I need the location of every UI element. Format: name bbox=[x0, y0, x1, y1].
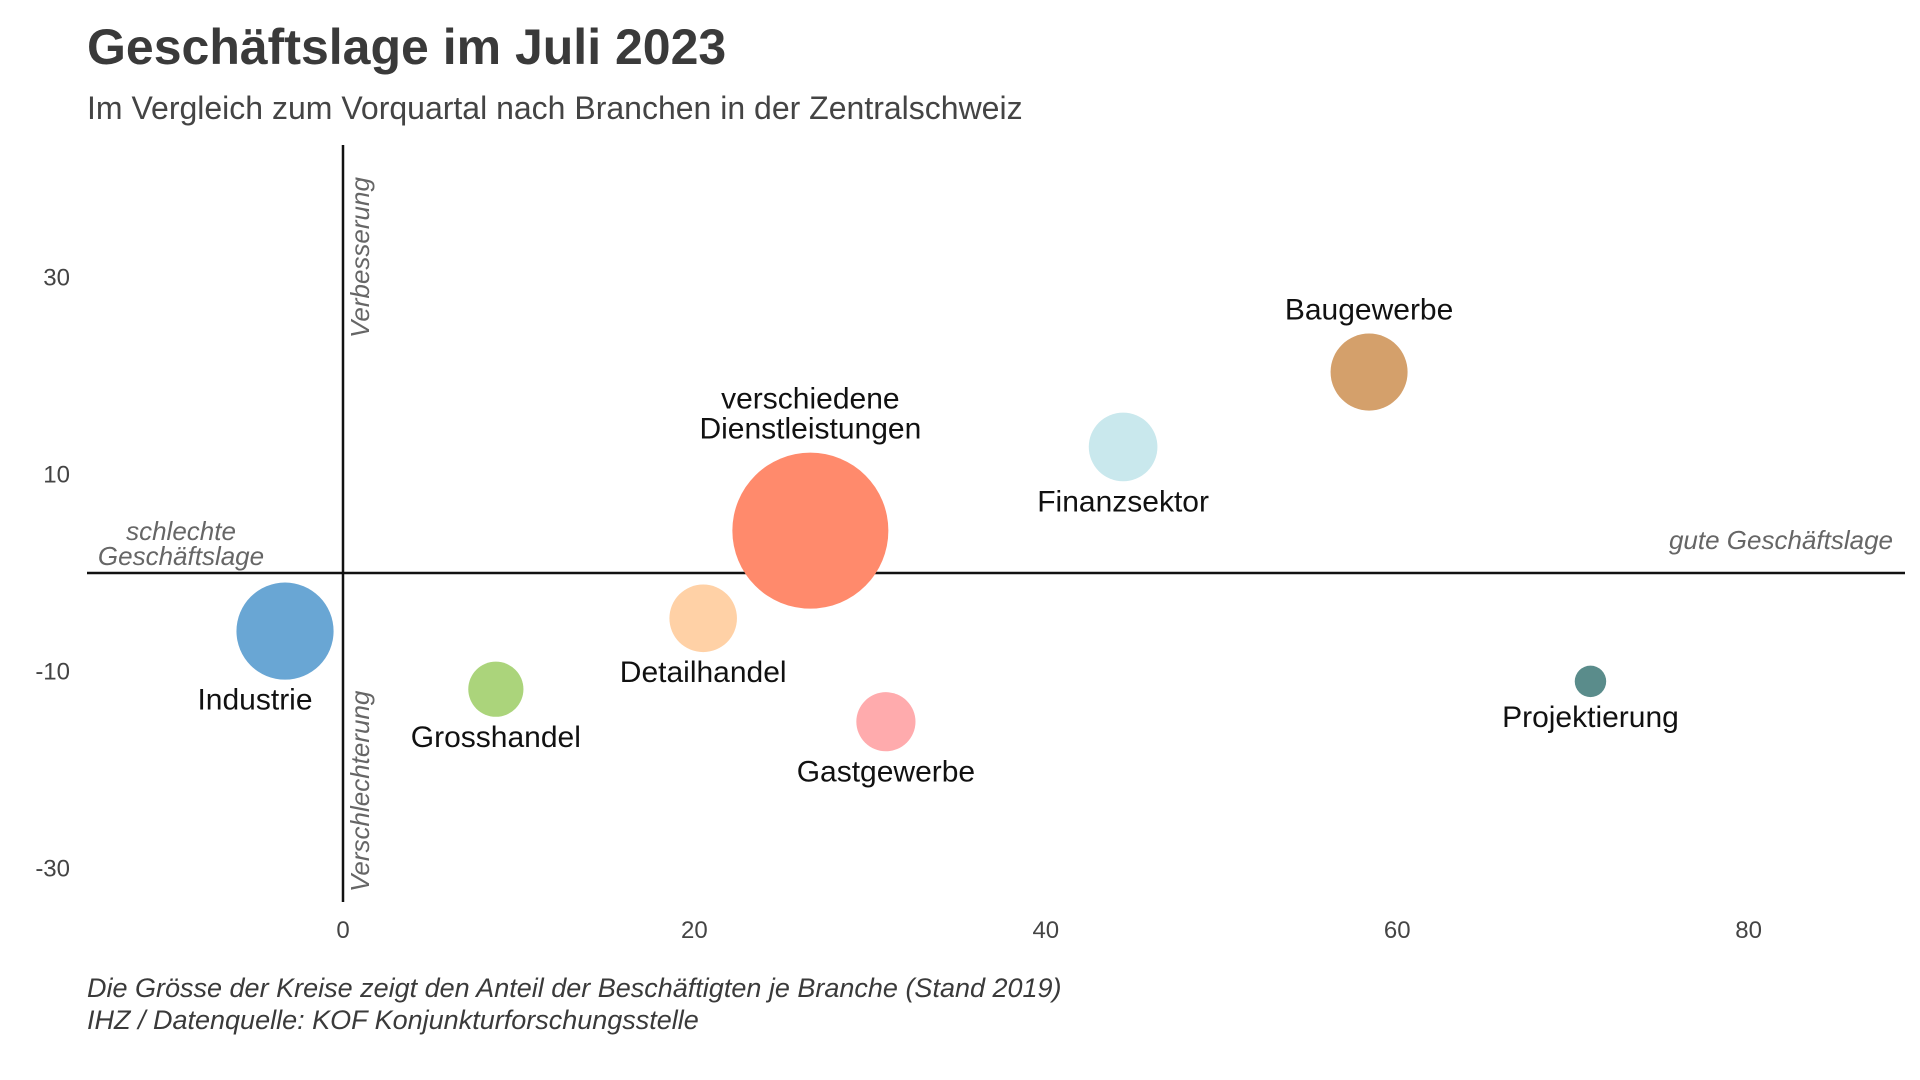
bubble-label-gastgewerbe: Gastgewerbe bbox=[797, 755, 975, 788]
bubble-label-detailhandel: Detailhandel bbox=[620, 656, 787, 689]
bubble-label-verschiedene-dienstleistungen: Dienstleistungen bbox=[699, 413, 921, 446]
quadrant-label-bottom: Verschlechterung bbox=[345, 690, 375, 892]
bubble-grosshandel bbox=[468, 661, 524, 717]
bubble-projektierung bbox=[1574, 665, 1607, 698]
bubble-detailhandel bbox=[669, 584, 737, 653]
bubble-gastgewerbe bbox=[856, 692, 916, 752]
chart-subtitle: Im Vergleich zum Vorquartal nach Branche… bbox=[87, 90, 1023, 126]
bubble-industrie bbox=[236, 582, 334, 680]
quadrant-label-left-line1: schlechte bbox=[126, 516, 236, 546]
bubble-label-baugewerbe: Baugewerbe bbox=[1285, 294, 1453, 327]
bubble-label-verschiedene-dienstleistungen: verschiedene bbox=[721, 383, 899, 416]
x-tick-label: 20 bbox=[681, 917, 708, 944]
chart-footer: Die Grösse der Kreise zeigt den Anteil d… bbox=[87, 972, 1062, 1036]
bubble-baugewerbe bbox=[1330, 333, 1408, 411]
x-tick-label: 80 bbox=[1735, 917, 1762, 944]
y-tick-label: 10 bbox=[43, 462, 70, 489]
quadrant-label-top: Verbesserung bbox=[345, 177, 375, 338]
x-tick-label: 40 bbox=[1032, 917, 1059, 944]
y-tick-label: -10 bbox=[35, 659, 70, 686]
bubble-labels-layer: Industrie Grosshandel Detailhandel verschie… bbox=[197, 294, 1678, 789]
bubble-label-grosshandel: Grosshandel bbox=[411, 721, 581, 754]
y-tick-label: 30 bbox=[43, 265, 70, 292]
bubbles-layer bbox=[236, 333, 1607, 752]
quadrant-labels-layer: Verbesserung Verschlechterung schlechteGes… bbox=[98, 177, 1893, 892]
bubble-label-finanzsektor: Finanzsektor bbox=[1037, 485, 1209, 518]
x-tick-label: 0 bbox=[336, 917, 349, 944]
quadrant-label-left-line2: Geschäftslage bbox=[98, 541, 264, 571]
footer-source: IHZ / Datenquelle: KOF Konjunkturforschu… bbox=[87, 1005, 699, 1035]
axes-layer bbox=[87, 145, 1905, 902]
x-tick-label: 60 bbox=[1384, 917, 1411, 944]
chart-title: Geschäftslage im Juli 2023 bbox=[87, 19, 727, 75]
ticks-layer: 0 20 40 60 80 30 10 -10 -30 bbox=[35, 265, 1762, 945]
footer-note: Die Grösse der Kreise zeigt den Anteil d… bbox=[87, 973, 1062, 1003]
bubble-verschiedene-dienstleistungen bbox=[732, 452, 889, 609]
quadrant-label-right: gute Geschäftslage bbox=[1669, 525, 1893, 555]
bubble-label-industrie: Industrie bbox=[197, 684, 312, 717]
bubble-label-projektierung: Projektierung bbox=[1502, 701, 1679, 734]
bubble-finanzsektor bbox=[1088, 412, 1158, 482]
y-tick-label: -30 bbox=[35, 856, 70, 883]
